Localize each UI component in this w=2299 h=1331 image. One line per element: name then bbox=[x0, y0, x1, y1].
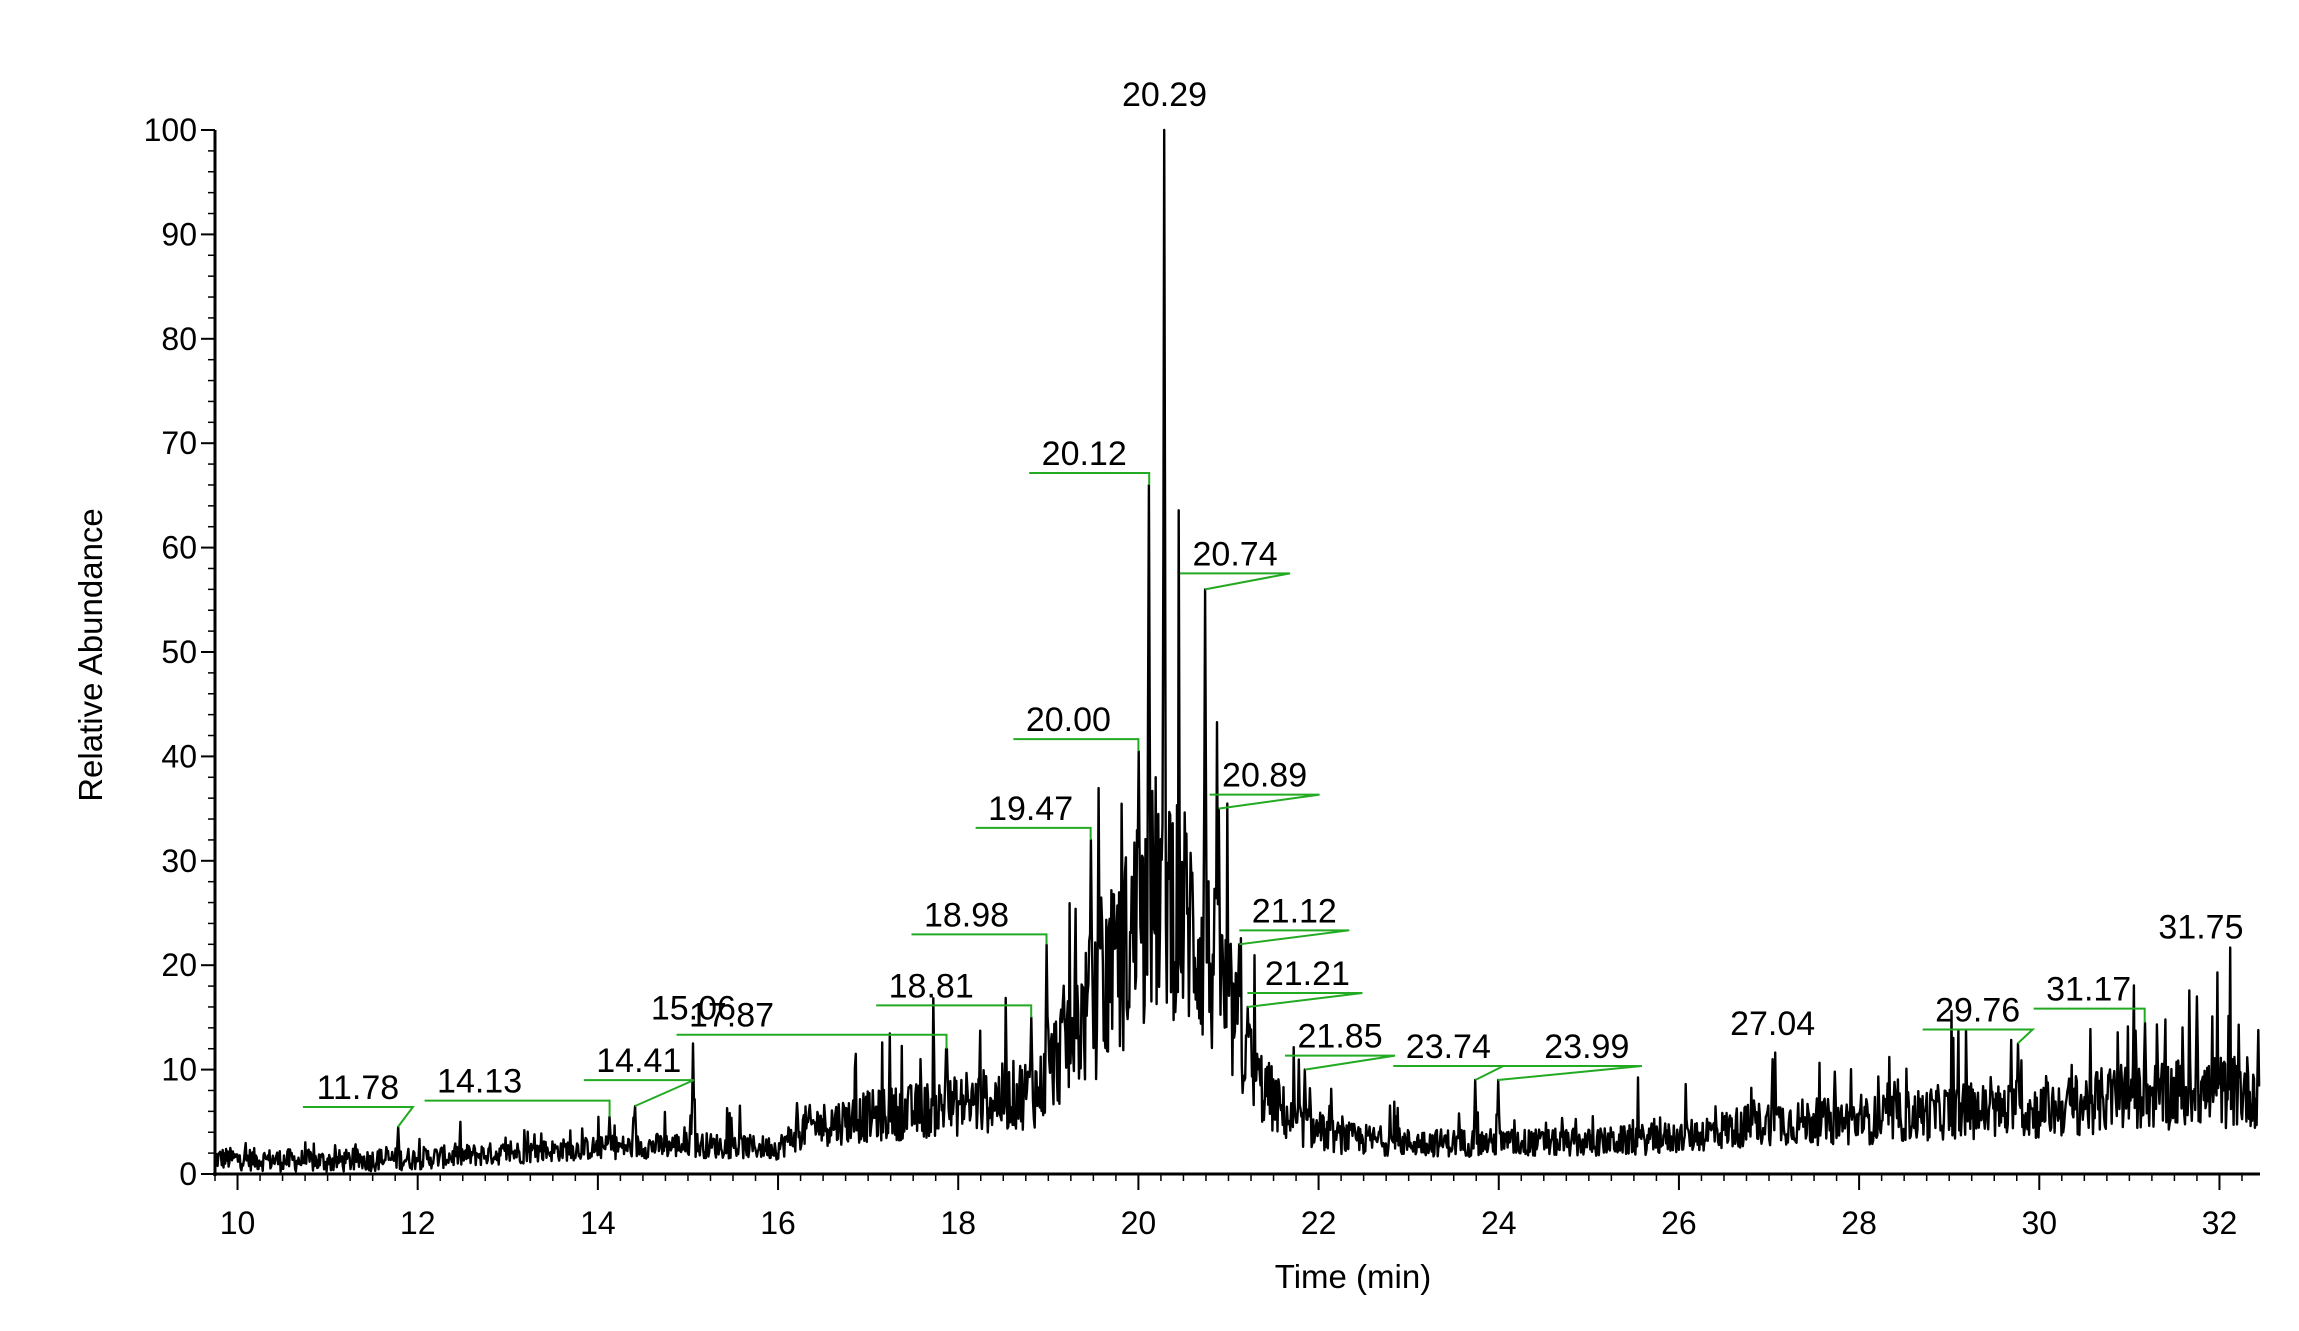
peak-leader-line bbox=[1029, 471, 1151, 485]
peak-label: 19.47 bbox=[988, 790, 1073, 828]
x-tick-label: 30 bbox=[2021, 1205, 2057, 1241]
peak-label: 31.17 bbox=[2046, 971, 2131, 1009]
peak-leader-line bbox=[1285, 1054, 1396, 1071]
peak-label: 21.85 bbox=[1298, 1018, 1383, 1056]
x-tick-label: 26 bbox=[1661, 1205, 1697, 1241]
x-tick-label: 18 bbox=[940, 1205, 976, 1241]
x-axis-title: Time (min) bbox=[1275, 1258, 1431, 1295]
y-tick-label: 10 bbox=[161, 1052, 197, 1088]
peak-label: 17.87 bbox=[689, 997, 774, 1035]
x-tick-label: 24 bbox=[1481, 1205, 1517, 1241]
y-axis-title: Relative Abundance bbox=[72, 508, 109, 802]
peak-label: 18.81 bbox=[889, 967, 974, 1005]
peak-leader-line bbox=[302, 1106, 415, 1128]
peak-label: 18.98 bbox=[924, 896, 1009, 934]
peak-leader-line bbox=[1922, 1028, 2036, 1045]
peak-leader-line bbox=[2033, 1007, 2146, 1023]
signal-line bbox=[214, 128, 2261, 1173]
y-tick-label: 40 bbox=[161, 738, 197, 774]
peak-label: 21.21 bbox=[1265, 955, 1350, 993]
peak-label: 20.89 bbox=[1222, 757, 1307, 795]
peak-label: 20.12 bbox=[1042, 435, 1127, 473]
x-tick-label: 12 bbox=[400, 1205, 436, 1241]
peak-label: 31.75 bbox=[2158, 909, 2243, 947]
peak-label: 29.76 bbox=[1935, 992, 2020, 1030]
peak-label: 27.04 bbox=[1730, 1005, 1815, 1043]
x-tick-label: 10 bbox=[220, 1205, 256, 1241]
peak-leader-line bbox=[1393, 1065, 1504, 1081]
y-tick-label: 70 bbox=[161, 425, 197, 461]
axes: 0 10 20 30 40 50 60 70 80 90 100 10 12 14 16 18 20 22 24 26… bbox=[144, 112, 2260, 1241]
x-tick-label: 28 bbox=[1841, 1205, 1877, 1241]
peak-leader-line bbox=[1180, 572, 1291, 591]
peak-leader-line bbox=[1239, 929, 1350, 946]
signal-trace bbox=[214, 128, 2261, 1173]
peak-label: 20.00 bbox=[1026, 701, 1111, 739]
peak-label: 20.74 bbox=[1193, 535, 1278, 573]
x-tick-label: 16 bbox=[760, 1205, 796, 1241]
peak-leader-line bbox=[424, 1099, 611, 1117]
y-tick-label: 100 bbox=[144, 112, 197, 148]
peak-leader-line bbox=[975, 826, 1092, 840]
peak-leader-line bbox=[911, 933, 1048, 945]
peak-leader-line bbox=[876, 1004, 1033, 1018]
peak-label: 11.78 bbox=[317, 1069, 400, 1107]
x-tick-label: 14 bbox=[580, 1205, 616, 1241]
x-tick-label: 22 bbox=[1301, 1205, 1337, 1241]
y-tick-label: 20 bbox=[161, 947, 197, 983]
peak-label: 23.99 bbox=[1544, 1028, 1629, 1066]
y-tick-label: 80 bbox=[161, 321, 197, 357]
peak-label: 21.12 bbox=[1252, 892, 1337, 930]
y-tick-label: 30 bbox=[161, 843, 197, 879]
peak-leader-line bbox=[1497, 1065, 1642, 1082]
peak-leader-line bbox=[1013, 738, 1140, 752]
x-tick-label: 20 bbox=[1121, 1205, 1157, 1241]
peak-leader-line bbox=[583, 1079, 695, 1108]
peak-label: 20.29 bbox=[1122, 76, 1207, 114]
y-tick-label: 60 bbox=[161, 530, 197, 566]
y-tick-label: 50 bbox=[161, 634, 197, 670]
peak-label: 15.06 bbox=[651, 990, 736, 1028]
y-tick-label: 90 bbox=[161, 216, 197, 252]
peak-leader-line bbox=[676, 1033, 948, 1049]
peak-leader-line bbox=[1247, 991, 1363, 1008]
peak-label: 14.41 bbox=[596, 1042, 681, 1080]
peak-label: 14.13 bbox=[437, 1063, 522, 1101]
y-tick-label: 0 bbox=[179, 1156, 197, 1192]
x-tick-label: 32 bbox=[2202, 1205, 2238, 1241]
peak-leader-line bbox=[1209, 793, 1320, 810]
peak-label: 23.74 bbox=[1406, 1028, 1491, 1066]
